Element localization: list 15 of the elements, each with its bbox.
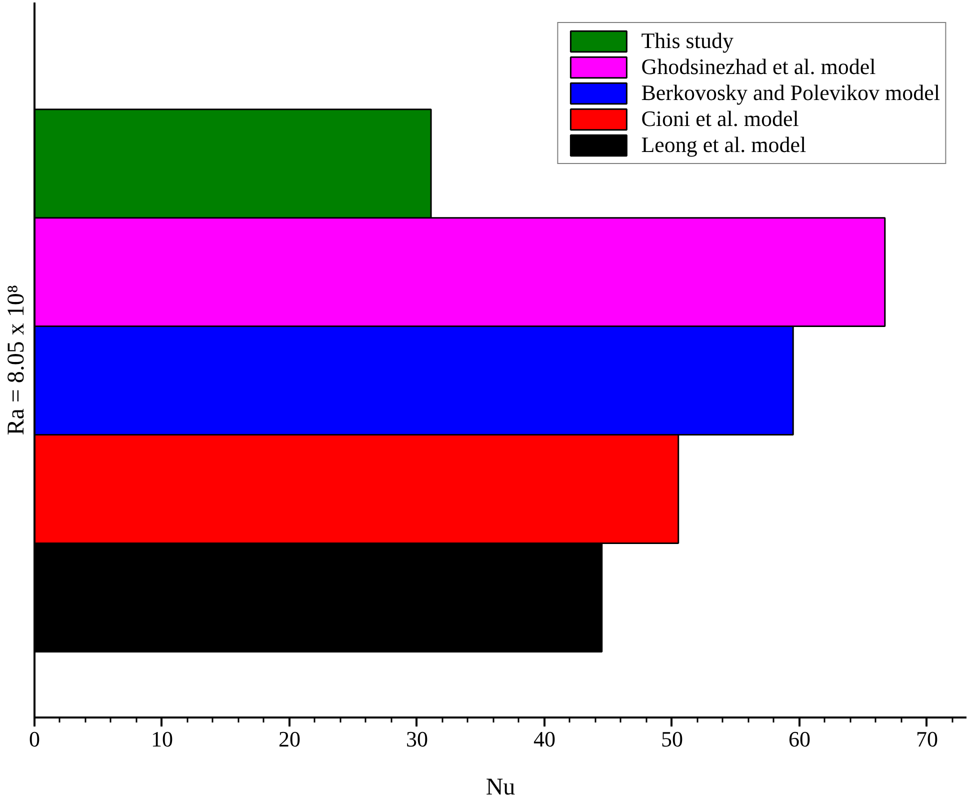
legend-label: This study bbox=[641, 28, 734, 54]
y-axis-title: Ra = 8.05 x 10⁸ bbox=[4, 284, 30, 436]
legend-label: Leong et al. model bbox=[641, 132, 806, 158]
legend-label: Ghodsinezhad et al. model bbox=[641, 54, 876, 80]
x-tick-label: 30 bbox=[406, 726, 428, 752]
legend-label: Cioni et al. model bbox=[641, 106, 799, 132]
x-tick-label: 70 bbox=[916, 726, 938, 752]
x-tick-label: 0 bbox=[29, 726, 40, 752]
x-tick-label: 50 bbox=[660, 726, 683, 752]
x-tick-label: 60 bbox=[788, 726, 810, 752]
legend-label: Berkovosky and Polevikov model bbox=[641, 80, 940, 106]
x-tick-label: 20 bbox=[278, 726, 300, 752]
x-tick-label: 10 bbox=[150, 726, 173, 752]
x-axis-title: Nu bbox=[486, 774, 516, 800]
x-tick-label: 40 bbox=[533, 726, 556, 752]
